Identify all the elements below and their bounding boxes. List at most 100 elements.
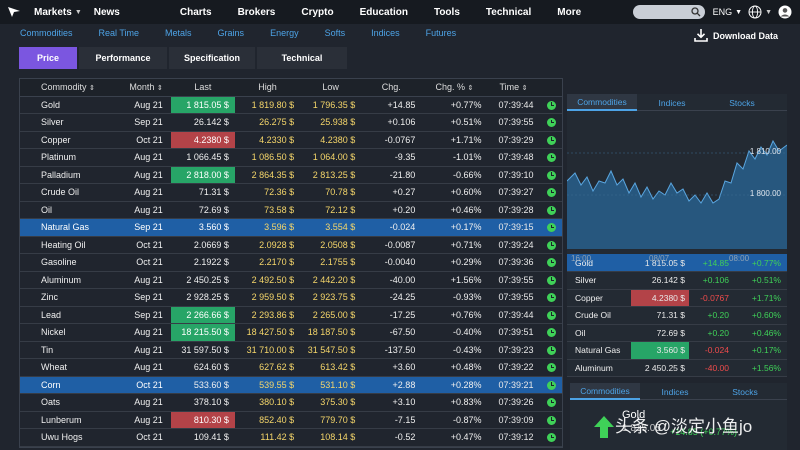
side-tab-indices[interactable]: Indices xyxy=(658,97,686,108)
tab-specification[interactable]: Specification xyxy=(169,47,255,69)
table-row[interactable]: Platinum Aug 21 1 066.45 $1 086.50 $1 064.… xyxy=(20,148,562,167)
commodity-name[interactable]: Uwu Hogs xyxy=(20,428,118,447)
header-low[interactable]: Low xyxy=(300,79,362,97)
search-icon[interactable] xyxy=(690,7,701,17)
table-row[interactable]: Nickel Aug 21 18 215.50 $18 427.50 $18 187… xyxy=(20,323,562,342)
high-price: 852.40 $ xyxy=(234,411,301,429)
commodity-name[interactable]: Copper xyxy=(20,131,118,149)
side-quote-name[interactable]: Natural Gas xyxy=(567,341,631,360)
table-row[interactable]: Aluminum Aug 21 2 450.25 $2 492.50 $2 442.… xyxy=(20,271,562,289)
nav-item-more[interactable]: More xyxy=(551,0,587,24)
table-row[interactable]: Crude Oil Aug 21 71.31 $72.36 $70.78 $ +0.2… xyxy=(20,183,562,202)
commodity-name[interactable]: Gasoline xyxy=(20,253,118,272)
commodity-name[interactable]: Lead xyxy=(20,306,118,324)
side-quote-name[interactable]: Gold xyxy=(567,254,631,272)
commodity-name[interactable]: Nickel xyxy=(20,323,118,342)
subnav-indices[interactable]: Indices xyxy=(371,28,400,38)
language-selector[interactable]: ENG ▼ xyxy=(713,7,742,17)
table-row[interactable]: Natural Gas Sep 21 3.560 $3.596 $3.554 $ -0… xyxy=(20,218,562,237)
header-time[interactable]: Time ⇕ xyxy=(487,79,540,97)
search-input[interactable] xyxy=(632,5,705,19)
nav-item-brokers[interactable]: Brokers xyxy=(232,0,282,24)
user-avatar-icon[interactable] xyxy=(778,5,792,19)
table-row[interactable]: Corn Oct 21 533.60 $539.55 $531.10 $ +2.88 +… xyxy=(20,376,562,394)
table-row[interactable]: Copper Oct 21 4.2380 $4.2330 $4.2380 $ -0.0… xyxy=(20,131,562,149)
commodity-name[interactable]: Tin xyxy=(20,341,118,359)
tab-price[interactable]: Price xyxy=(19,47,77,69)
commodity-name[interactable]: Oats xyxy=(20,393,118,412)
side-quote-name[interactable]: Silver xyxy=(567,271,631,290)
commodity-name[interactable]: Zinc xyxy=(20,288,118,307)
nav-item-charts[interactable]: Charts xyxy=(174,0,218,24)
commodity-name[interactable]: Palladium xyxy=(20,166,118,184)
header-chg[interactable]: Chg. xyxy=(361,79,422,97)
download-data-button[interactable]: Download Data xyxy=(694,29,778,42)
commodity-name[interactable]: Wheat xyxy=(20,358,118,377)
subnav-metals[interactable]: Metals xyxy=(165,28,192,38)
commodity-name[interactable]: Platinum xyxy=(20,148,118,167)
nav-item-tools[interactable]: Tools xyxy=(428,0,466,24)
side-quote-name[interactable]: Oil xyxy=(567,324,631,342)
subnav-grains[interactable]: Grains xyxy=(217,28,245,38)
table-row[interactable]: Gold Aug 21 1 815.05 $1 819.80 $1 796.35 $… xyxy=(20,96,562,114)
commodity-name[interactable]: Natural Gas xyxy=(20,218,118,237)
table-row[interactable]: Silver Sep 21 26.142 $26.275 $25.938 $ +0.1… xyxy=(20,113,562,132)
nav-item-markets[interactable]: Markets ▼ xyxy=(28,0,88,24)
table-row[interactable]: Wheat Aug 21 624.60 $627.62 $613.42 $ +3.60… xyxy=(20,358,562,377)
change-value: -0.0087 xyxy=(361,236,422,254)
nav-item-education[interactable]: Education xyxy=(354,0,414,24)
nav-item-crypto[interactable]: Crypto xyxy=(295,0,339,24)
nav-item-technical[interactable]: Technical xyxy=(480,0,537,24)
subnav-softs[interactable]: Softs xyxy=(324,28,346,38)
side-tab-commodities[interactable]: Commodities xyxy=(567,94,637,111)
table-row[interactable]: Gasoline Oct 21 2.1922 $2.2170 $2.1755 $ -0… xyxy=(20,253,562,272)
side-quote-row[interactable]: Oil 72.69 $ +0.20 +0.46% xyxy=(567,324,787,342)
table-row[interactable]: Lunberum Aug 21 810.30 $852.40 $779.70 $ -7… xyxy=(20,411,562,429)
header-chg-pct[interactable]: Chg. % ⇕ xyxy=(421,79,488,97)
table-row[interactable]: Zinc Sep 21 2 928.25 $2 959.50 $2 923.75 $… xyxy=(20,288,562,307)
side-quote-row[interactable]: Silver 26.142 $ +0.106 +0.51% xyxy=(567,271,787,290)
commodity-name[interactable]: Silver xyxy=(20,113,118,132)
side-quote-row[interactable]: Gold 1 815.05 $ +14.85 +0.77% xyxy=(567,254,787,272)
nav-item-news[interactable]: News xyxy=(88,0,126,24)
table-row[interactable]: Oil Aug 21 72.69 $73.58 $72.12 $ +0.20 +0.46… xyxy=(20,201,562,219)
side-tab-stocks[interactable]: Stocks xyxy=(729,97,755,108)
side-quote-row[interactable]: Aluminum 2 450.25 $ -40.00 +1.56% xyxy=(567,359,787,377)
commodity-name[interactable]: Heating Oil xyxy=(20,236,118,254)
side-quote-row[interactable]: Natural Gas 3.560 $ -0.024 +0.17% xyxy=(567,341,787,360)
subnav-energy[interactable]: Energy xyxy=(270,28,299,38)
side-quote-name[interactable]: Copper xyxy=(567,289,631,307)
subnav-futures[interactable]: Futures xyxy=(425,28,457,38)
x-tick-label: 08/07 xyxy=(649,254,670,263)
commodity-name[interactable]: Corn xyxy=(20,376,118,394)
header-commodity[interactable]: Commodity ⇕ xyxy=(20,79,118,97)
table-row[interactable]: Lead Sep 21 2 266.66 $2 293.86 $2 265.00 $… xyxy=(20,306,562,324)
header-high[interactable]: High xyxy=(234,79,301,97)
table-row[interactable]: Tin Aug 21 31 597.50 $31 710.00 $31 547.50… xyxy=(20,341,562,359)
side-tab-stocks[interactable]: Stocks xyxy=(732,386,758,397)
subnav-real-time[interactable]: Real Time xyxy=(98,28,140,38)
table-row[interactable]: Oats Aug 21 378.10 $380.10 $375.30 $ +3.10 +… xyxy=(20,393,562,412)
commodity-name[interactable]: Aluminum xyxy=(20,271,118,289)
tab-technical[interactable]: Technical xyxy=(257,47,347,69)
side-tab-commodities[interactable]: Commodities xyxy=(570,383,640,400)
commodity-name[interactable]: Gold xyxy=(20,96,118,114)
side-tab-indices[interactable]: Indices xyxy=(661,386,689,397)
commodity-name[interactable]: Crude Oil xyxy=(20,183,118,202)
logo-icon[interactable] xyxy=(0,0,28,24)
table-row[interactable]: Heating Oil Oct 21 2.0669 $2.0928 $2.0508 … xyxy=(20,236,562,254)
header-month[interactable]: Month ⇕ xyxy=(117,79,171,97)
table-row[interactable]: Uwu Hogs Oct 21 109.41 $111.42 $108.14 $ -0… xyxy=(20,428,562,447)
table-row[interactable]: Palladium Aug 21 2 818.00 $2 864.35 $2 813… xyxy=(20,166,562,184)
globe-icon[interactable] xyxy=(748,5,762,19)
side-quote-name[interactable]: Crude Oil xyxy=(567,306,631,325)
commodity-name[interactable]: Lunberum xyxy=(20,411,118,429)
header-last[interactable]: Last xyxy=(170,79,235,97)
side-quote-row[interactable]: Copper 4.2380 $ -0.0767 +1.71% xyxy=(567,289,787,307)
side-quote-name[interactable]: Aluminum xyxy=(567,359,631,377)
update-time: 07:39:44 xyxy=(487,306,540,324)
commodity-name[interactable]: Oil xyxy=(20,201,118,219)
subnav-commodities[interactable]: Commodities xyxy=(20,28,73,38)
tab-performance[interactable]: Performance xyxy=(79,47,167,69)
side-quote-row[interactable]: Crude Oil 71.31 $ +0.20 +0.60% xyxy=(567,306,787,325)
